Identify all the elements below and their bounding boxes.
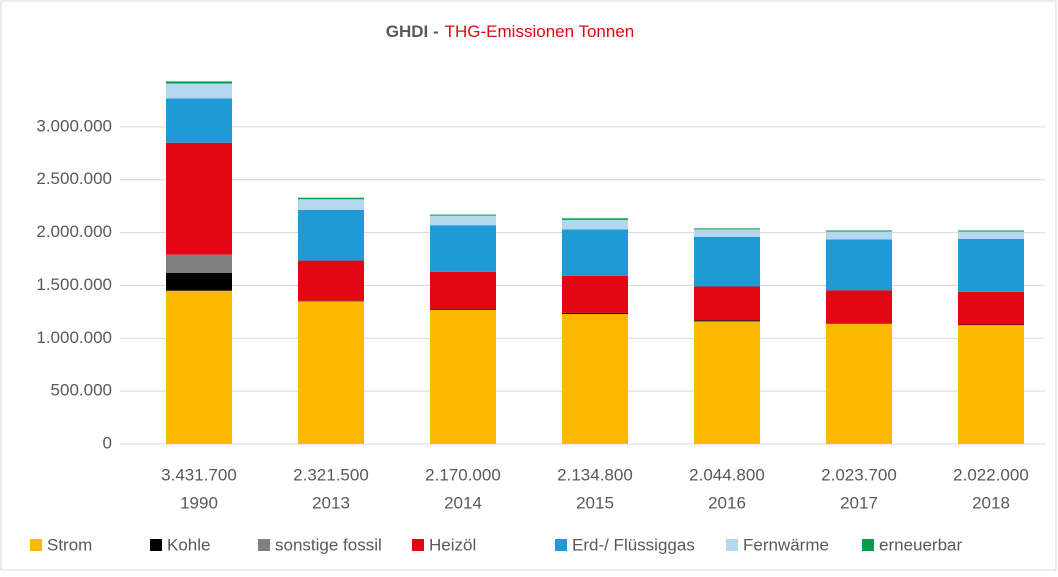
chart-title: GHDI - THG-Emissionen Tonnen xyxy=(386,22,635,41)
legend-label: Kohle xyxy=(167,535,210,554)
bar-segment xyxy=(958,324,1024,326)
x-tick-label: 3.431.700 xyxy=(161,465,237,484)
bar-segment xyxy=(430,215,496,226)
x-tick-label: 2016 xyxy=(708,493,746,512)
bar-segment xyxy=(298,197,364,200)
bar-segment xyxy=(298,300,364,302)
y-tick-label: 1.000.000 xyxy=(36,328,112,347)
legend-label: erneuerbar xyxy=(879,535,963,554)
bar-segment xyxy=(826,322,892,324)
x-tick-label: 1990 xyxy=(180,493,218,512)
legend-swatch xyxy=(862,539,874,551)
y-tick-label: 1.500.000 xyxy=(36,275,112,294)
bar-segment xyxy=(826,323,892,444)
bar-segment xyxy=(298,199,364,210)
legend-swatch xyxy=(726,539,738,551)
y-tick-label: 0 xyxy=(103,433,112,452)
bar-segment xyxy=(562,275,628,313)
x-tick-label: 2.321.500 xyxy=(293,465,369,484)
bar-segment xyxy=(958,325,1024,444)
x-tick-label: 2.023.700 xyxy=(821,465,897,484)
legend-label: Fernwärme xyxy=(743,535,829,554)
bar-segment xyxy=(826,239,892,291)
bar-segment xyxy=(958,291,1024,325)
bar-segment xyxy=(430,308,496,310)
bar-segment xyxy=(430,214,496,216)
legend-swatch xyxy=(30,539,42,551)
bar-segment xyxy=(298,209,364,261)
x-tick-label: 2018 xyxy=(972,493,1010,512)
bar-segment xyxy=(166,290,232,444)
bar-segment xyxy=(562,312,628,314)
bar-segment xyxy=(562,219,628,230)
bar-segment xyxy=(562,229,628,276)
legend-swatch xyxy=(150,539,162,551)
bar-segment xyxy=(958,231,1024,239)
bar-segment xyxy=(958,230,1024,232)
bar-segment xyxy=(694,228,760,230)
x-tick-label: 2.022.000 xyxy=(953,465,1029,484)
bar-segment xyxy=(166,98,232,143)
bar-segment xyxy=(694,320,760,322)
bar-segment xyxy=(166,83,232,99)
bar-segment xyxy=(562,218,628,220)
bar-segment xyxy=(826,231,892,240)
bar-segment xyxy=(298,260,364,301)
legend-swatch xyxy=(412,539,424,551)
y-tick-label: 500.000 xyxy=(51,381,112,400)
y-tick-label: 2.500.000 xyxy=(36,169,112,188)
legend-label: Erd-/ Flüssiggas xyxy=(572,535,695,554)
bar-segment xyxy=(826,290,892,323)
bar-segment xyxy=(166,272,232,291)
bar-segment xyxy=(166,81,232,84)
bar-segment xyxy=(694,229,760,237)
bar-segment xyxy=(694,321,760,444)
x-tick-label: 2013 xyxy=(312,493,350,512)
bar-segment xyxy=(826,230,892,232)
legend-swatch xyxy=(258,539,270,551)
x-tick-label: 2.044.800 xyxy=(689,465,765,484)
x-tick-label: 2017 xyxy=(840,493,878,512)
legend-label: Strom xyxy=(47,535,92,554)
legend-swatch xyxy=(555,539,567,551)
bar-segment xyxy=(958,238,1024,292)
bar-segment xyxy=(562,313,628,444)
bar-segment xyxy=(430,225,496,272)
x-tick-label: 2015 xyxy=(576,493,614,512)
bar-segment xyxy=(166,142,232,255)
x-tick-label: 2014 xyxy=(444,493,482,512)
bar-segment xyxy=(430,271,496,309)
x-tick-label: 2.170.000 xyxy=(425,465,501,484)
legend-label: Heizöl xyxy=(429,535,476,554)
y-tick-label: 3.000.000 xyxy=(36,116,112,135)
bar-segment xyxy=(694,286,760,321)
bar-segment xyxy=(430,309,496,444)
y-tick-label: 2.000.000 xyxy=(36,222,112,241)
bar-segment xyxy=(166,254,232,273)
bar-segment xyxy=(298,301,364,444)
x-tick-label: 2.134.800 xyxy=(557,465,633,484)
title-sub: THG-Emissionen Tonnen xyxy=(445,22,635,41)
legend-label: sonstige fossil xyxy=(275,535,382,554)
bar-segment xyxy=(694,236,760,287)
title-main: GHDI - xyxy=(386,22,439,41)
